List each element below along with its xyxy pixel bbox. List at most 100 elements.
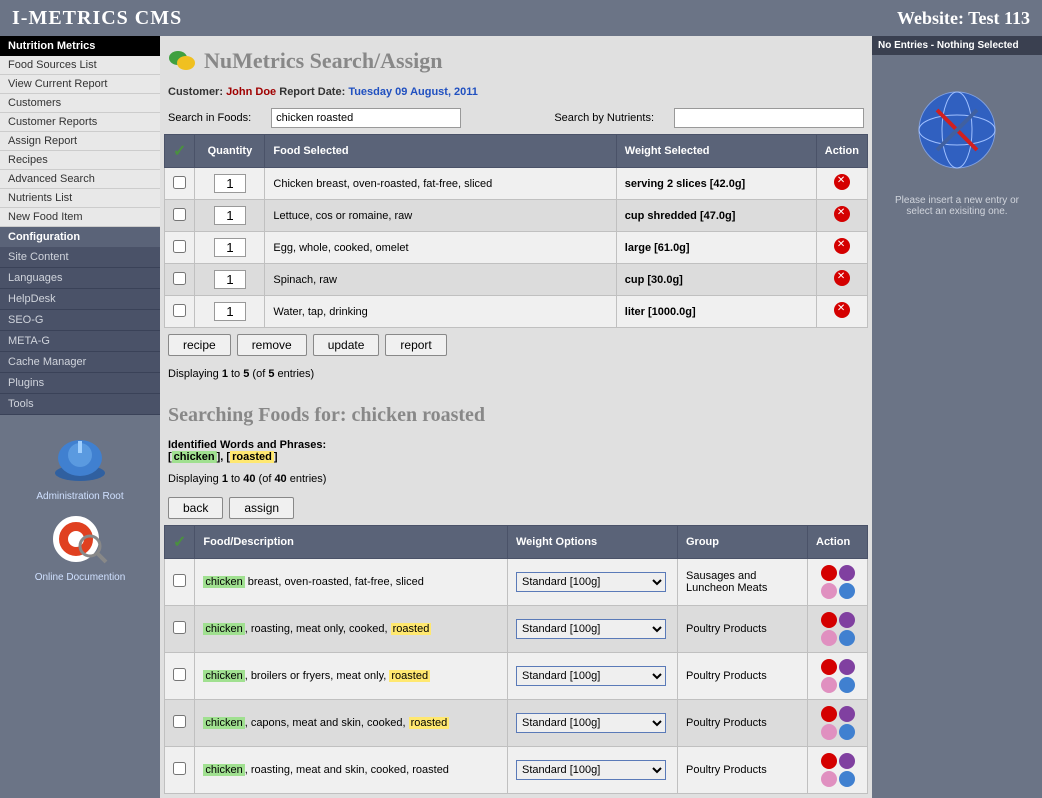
action-delete-icon[interactable] bbox=[821, 659, 837, 675]
action-edit-icon[interactable] bbox=[839, 565, 855, 581]
delete-icon[interactable] bbox=[834, 174, 850, 190]
customer-info-line: Customer: John Doe Report Date: Tuesday … bbox=[164, 82, 868, 102]
right-panel: No Entries - Nothing Selected Please ins… bbox=[872, 36, 1042, 798]
sidebar-item[interactable]: Recipes bbox=[0, 151, 160, 170]
sidebar-item[interactable]: Advanced Search bbox=[0, 170, 160, 189]
action-info-icon[interactable] bbox=[839, 771, 855, 787]
table-row: Spinach, rawcup [30.0g] bbox=[165, 264, 868, 296]
main-content: NuMetrics Search/Assign Customer: John D… bbox=[160, 36, 872, 798]
action-edit-icon[interactable] bbox=[839, 612, 855, 628]
action-tag-icon[interactable] bbox=[821, 724, 837, 740]
sidebar-item[interactable]: Customers bbox=[0, 94, 160, 113]
action-tag-icon[interactable] bbox=[821, 583, 837, 599]
update-button[interactable]: update bbox=[313, 334, 380, 356]
weight-select[interactable]: Standard [100g] bbox=[516, 760, 666, 780]
sidebar-section-nutrition: Nutrition Metrics bbox=[0, 36, 160, 56]
chat-icon bbox=[168, 50, 196, 72]
action-info-icon[interactable] bbox=[839, 630, 855, 646]
row-checkbox[interactable] bbox=[173, 272, 186, 285]
search-results-title: Searching Foods for: chicken roasted bbox=[164, 396, 868, 435]
sidebar-item[interactable]: Site Content bbox=[0, 247, 160, 268]
check-all-icon[interactable]: ✓ bbox=[173, 143, 186, 160]
weight-select[interactable]: Standard [100g] bbox=[516, 619, 666, 639]
sidebar-item[interactable]: New Food Item bbox=[0, 208, 160, 227]
action-info-icon[interactable] bbox=[839, 677, 855, 693]
qty-input[interactable] bbox=[214, 270, 246, 289]
action-info-icon[interactable] bbox=[839, 583, 855, 599]
action-tag-icon[interactable] bbox=[821, 677, 837, 693]
sidebar-item[interactable]: HelpDesk bbox=[0, 289, 160, 310]
weight-select[interactable]: Standard [100g] bbox=[516, 572, 666, 592]
qty-input[interactable] bbox=[214, 174, 246, 193]
description-cell: chicken, broilers or fryers, meat only, … bbox=[195, 653, 508, 700]
weight-select[interactable]: Standard [100g] bbox=[516, 713, 666, 733]
pager-results: Displaying 1 to 40 (of 40 entries) bbox=[164, 467, 868, 491]
action-edit-icon[interactable] bbox=[839, 659, 855, 675]
pager-selected: Displaying 1 to 5 (of 5 entries) bbox=[164, 362, 868, 386]
sidebar-item[interactable]: META-G bbox=[0, 331, 160, 352]
row-checkbox[interactable] bbox=[173, 621, 186, 634]
sidebar-item[interactable]: Languages bbox=[0, 268, 160, 289]
action-info-icon[interactable] bbox=[839, 724, 855, 740]
delete-icon[interactable] bbox=[834, 238, 850, 254]
sidebar-item[interactable]: Tools bbox=[0, 394, 160, 415]
col-action: Action bbox=[816, 135, 867, 168]
delete-icon[interactable] bbox=[834, 206, 850, 222]
delete-icon[interactable] bbox=[834, 302, 850, 318]
group-cell: Poultry Products bbox=[678, 606, 808, 653]
action-tag-icon[interactable] bbox=[821, 771, 837, 787]
table-row: chicken, broilers or fryers, meat only, … bbox=[165, 653, 868, 700]
report-button[interactable]: report bbox=[385, 334, 446, 356]
qty-input[interactable] bbox=[214, 302, 246, 321]
sidebar-item[interactable]: View Current Report bbox=[0, 75, 160, 94]
recipe-button[interactable]: recipe bbox=[168, 334, 231, 356]
remove-button[interactable]: remove bbox=[237, 334, 307, 356]
search-foods-input[interactable] bbox=[271, 108, 461, 128]
results-table: ✓ Food/Description Weight Options Group … bbox=[164, 525, 868, 794]
weight-cell: cup [30.0g] bbox=[616, 264, 816, 296]
table-row: chicken, capons, meat and skin, cooked, … bbox=[165, 700, 868, 747]
admin-root-label[interactable]: Administration Root bbox=[0, 491, 160, 502]
qty-input[interactable] bbox=[214, 206, 246, 225]
row-checkbox[interactable] bbox=[173, 574, 186, 587]
action-edit-icon[interactable] bbox=[839, 753, 855, 769]
action-delete-icon[interactable] bbox=[821, 753, 837, 769]
check-all-results-icon[interactable]: ✓ bbox=[173, 534, 186, 551]
identified-words: Identified Words and Phrases: [chicken],… bbox=[164, 435, 868, 467]
action-delete-icon[interactable] bbox=[821, 565, 837, 581]
weight-select[interactable]: Standard [100g] bbox=[516, 666, 666, 686]
qty-input[interactable] bbox=[214, 238, 246, 257]
sidebar-section-config: Configuration bbox=[0, 227, 160, 247]
search-nutrients-input[interactable] bbox=[674, 108, 864, 128]
assign-button[interactable]: assign bbox=[229, 497, 294, 519]
sidebar-item[interactable]: Nutrients List bbox=[0, 189, 160, 208]
sidebar-footer: Administration Root Online Documention bbox=[0, 415, 160, 605]
power-icon[interactable] bbox=[50, 433, 110, 483]
back-button[interactable]: back bbox=[168, 497, 223, 519]
delete-icon[interactable] bbox=[834, 270, 850, 286]
description-cell: chicken, capons, meat and skin, cooked, … bbox=[195, 700, 508, 747]
row-checkbox[interactable] bbox=[173, 668, 186, 681]
col-description: Food/Description bbox=[195, 526, 508, 559]
sidebar-item[interactable]: Assign Report bbox=[0, 132, 160, 151]
row-checkbox[interactable] bbox=[173, 240, 186, 253]
row-checkbox[interactable] bbox=[173, 715, 186, 728]
food-cell: Egg, whole, cooked, omelet bbox=[265, 232, 616, 264]
action-tag-icon[interactable] bbox=[821, 630, 837, 646]
group-cell: Poultry Products bbox=[678, 653, 808, 700]
sidebar-item[interactable]: Food Sources List bbox=[0, 56, 160, 75]
table-row: Chicken breast, oven-roasted, fat-free, … bbox=[165, 168, 868, 200]
action-delete-icon[interactable] bbox=[821, 612, 837, 628]
sidebar-item[interactable]: Plugins bbox=[0, 373, 160, 394]
online-doc-label[interactable]: Online Documention bbox=[0, 572, 160, 583]
lifebuoy-icon[interactable] bbox=[50, 514, 110, 564]
sidebar-item[interactable]: Cache Manager bbox=[0, 352, 160, 373]
row-checkbox[interactable] bbox=[173, 208, 186, 221]
action-edit-icon[interactable] bbox=[839, 706, 855, 722]
row-checkbox[interactable] bbox=[173, 304, 186, 317]
sidebar-item[interactable]: Customer Reports bbox=[0, 113, 160, 132]
row-checkbox[interactable] bbox=[173, 176, 186, 189]
sidebar-item[interactable]: SEO-G bbox=[0, 310, 160, 331]
weight-cell: liter [1000.0g] bbox=[616, 296, 816, 328]
action-delete-icon[interactable] bbox=[821, 706, 837, 722]
